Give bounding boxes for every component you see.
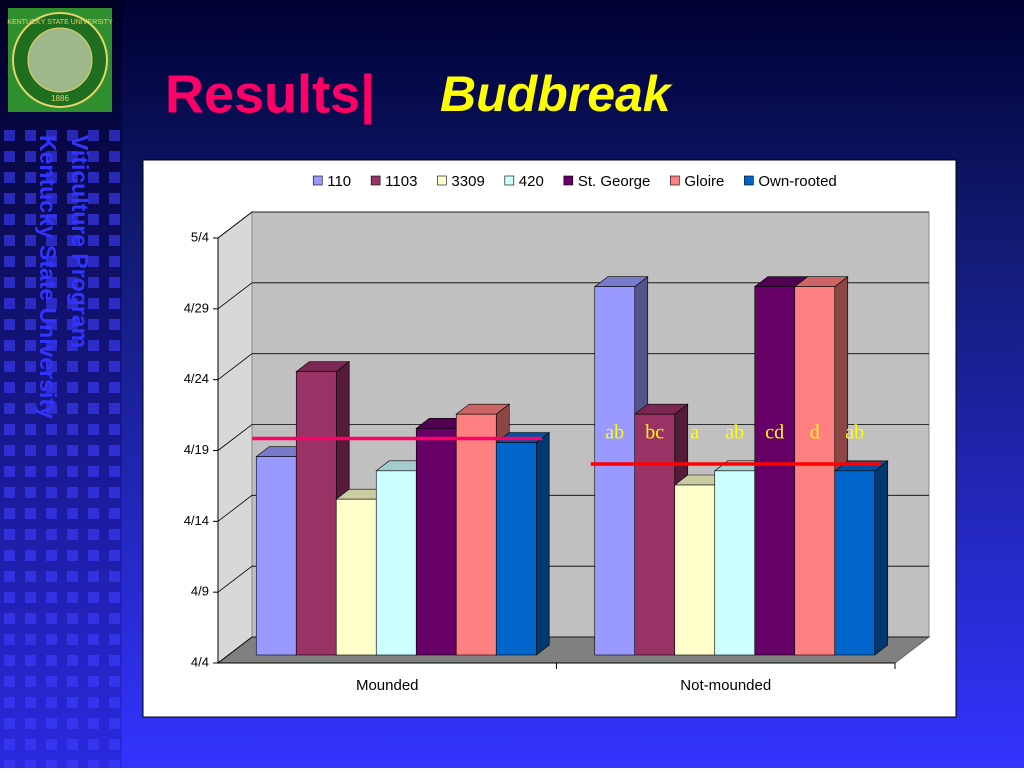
legend-label: 420 bbox=[519, 173, 544, 190]
legend-label: St. George bbox=[578, 173, 651, 190]
sidebar-pattern bbox=[0, 120, 122, 768]
x-tick-label: Mounded bbox=[356, 677, 419, 694]
annotation: cd bbox=[765, 422, 784, 444]
annotation: ab bbox=[725, 422, 744, 444]
legend-label: 110 bbox=[327, 173, 351, 190]
grid-line bbox=[217, 424, 929, 451]
seal-inner bbox=[27, 27, 93, 93]
side-text: Kentucky State University bbox=[35, 135, 61, 419]
chart: 4/4 4/9 4/14 4/19 4/24 4/29 5/4 Mounded Not-moun… bbox=[184, 173, 931, 694]
subtitle: Budbreak bbox=[440, 66, 673, 122]
title: Results| bbox=[165, 64, 375, 125]
legend-swatch bbox=[504, 175, 515, 186]
legend-label: Gloire bbox=[684, 173, 724, 190]
bar-side bbox=[874, 460, 889, 656]
seal-text: KENTUCKY STATE UNIVERSITY bbox=[7, 19, 113, 26]
y-tick-label: 5/4 bbox=[191, 229, 209, 244]
bar bbox=[455, 413, 497, 656]
bar bbox=[674, 484, 716, 656]
bar bbox=[495, 442, 537, 656]
grid-line bbox=[217, 282, 929, 310]
bar bbox=[415, 428, 457, 656]
annotation: ab bbox=[845, 422, 864, 444]
bar-side bbox=[535, 431, 550, 656]
annotation: ab bbox=[605, 422, 624, 444]
y-tick-label: 4/24 bbox=[184, 371, 209, 386]
bar bbox=[714, 470, 756, 656]
grid-line bbox=[217, 211, 929, 239]
annotation: d bbox=[810, 422, 820, 444]
legend-swatch bbox=[370, 175, 381, 186]
annotation: a bbox=[690, 422, 699, 444]
bar bbox=[255, 456, 297, 656]
bar bbox=[754, 286, 796, 656]
y-tick-label: 4/29 bbox=[184, 300, 209, 315]
grid-line bbox=[217, 353, 929, 380]
legend-swatch bbox=[563, 175, 574, 186]
y-tick-label: 4/4 bbox=[191, 654, 209, 669]
legend-swatch bbox=[437, 175, 447, 186]
y-tick-label: 4/14 bbox=[184, 513, 209, 528]
legend-swatch bbox=[670, 175, 680, 186]
legend-swatch bbox=[744, 175, 754, 186]
bar bbox=[375, 470, 417, 656]
bar bbox=[634, 413, 676, 656]
legend-label: 1103 bbox=[385, 173, 417, 190]
bar bbox=[335, 498, 377, 656]
x-tick-label: Not-mounded bbox=[680, 677, 771, 694]
bar bbox=[794, 286, 836, 656]
y-tick-label: 4/9 bbox=[191, 584, 209, 599]
bar bbox=[295, 371, 337, 656]
annotation: bc bbox=[645, 422, 664, 444]
legend-swatch bbox=[312, 175, 323, 186]
seal-year: 1886 bbox=[51, 94, 69, 103]
bar bbox=[834, 470, 876, 656]
bar bbox=[594, 286, 636, 656]
legend-label: 3309 bbox=[451, 173, 484, 190]
side-text: Viticulture Program bbox=[67, 135, 93, 348]
legend-label: Own-rooted bbox=[758, 173, 836, 190]
y-tick-label: 4/19 bbox=[184, 442, 209, 457]
